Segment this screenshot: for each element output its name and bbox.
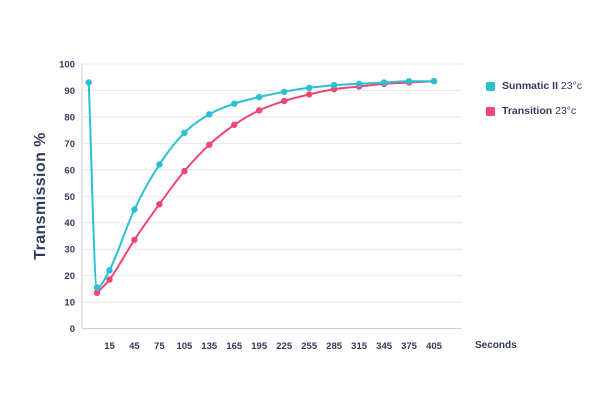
legend-swatch-sunmatic-ii <box>486 81 495 91</box>
x-tick-label: 225 <box>276 341 293 352</box>
y-tick-label: 50 <box>64 192 75 203</box>
legend-swatch-transition <box>486 106 495 116</box>
data-point-sunmatic-ii <box>355 80 363 88</box>
data-point-sunmatic-ii <box>306 84 313 92</box>
series-line-transition <box>96 80 435 294</box>
data-point-sunmatic-ii <box>430 78 438 85</box>
y-tick-label: 40 <box>64 218 75 229</box>
data-point-sunmatic-ii <box>131 206 138 213</box>
y-tick-label: 20 <box>64 271 75 282</box>
data-point-transition <box>181 167 188 175</box>
x-tick-label: 135 <box>201 341 218 352</box>
legend: Sunmatic II 23°c Transition 23°c <box>486 80 582 117</box>
x-tick-label: 195 <box>251 341 268 352</box>
legend-label-sunmatic-ii: Sunmatic II 23°c <box>502 80 583 92</box>
data-point-transition <box>206 141 213 148</box>
x-tick-label: 105 <box>176 341 193 352</box>
x-tick-label: 255 <box>301 341 318 352</box>
y-tick-label: 30 <box>64 245 75 256</box>
y-axis-label: Transmission % <box>32 132 49 260</box>
data-point-sunmatic-ii <box>206 111 213 118</box>
y-tick-label: 80 <box>64 112 75 123</box>
y-tick-label: 10 <box>64 298 75 309</box>
data-point-sunmatic-ii <box>231 100 238 107</box>
x-tick-label: 45 <box>129 341 140 352</box>
legend-label-transition: Transition 23°c <box>502 105 577 117</box>
data-point-transition <box>231 121 238 128</box>
data-point-sunmatic-ii <box>281 88 288 96</box>
y-tick-label: 70 <box>64 139 75 150</box>
data-point-sunmatic-ii <box>330 82 338 89</box>
data-point-sunmatic-ii <box>181 129 188 136</box>
legend-item-transition: Transition 23°c <box>486 105 582 117</box>
y-tick-label: 60 <box>64 165 75 176</box>
data-point-sunmatic-ii <box>405 78 413 85</box>
x-tick-label: 345 <box>376 341 393 352</box>
data-point-transition <box>93 289 101 296</box>
data-point-transition <box>106 276 113 283</box>
legend-item-sunmatic-ii: Sunmatic II 23°c <box>486 80 582 92</box>
data-point-sunmatic-ii <box>380 79 388 86</box>
y-tick-label: 100 <box>59 60 75 71</box>
y-tick-label: 0 <box>70 324 75 335</box>
data-point-transition <box>156 201 163 208</box>
x-tick-label: 315 <box>351 341 368 352</box>
x-tick-label: 405 <box>426 341 443 352</box>
y-tick-label: 90 <box>64 86 75 97</box>
x-axis-label: Seconds <box>475 340 517 351</box>
x-tick-label: 165 <box>226 341 243 352</box>
data-point-sunmatic-ii <box>256 93 263 101</box>
x-tick-label: 375 <box>401 341 418 352</box>
data-point-sunmatic-ii <box>93 284 101 291</box>
data-point-transition <box>306 91 313 98</box>
x-tick-label: 15 <box>104 341 115 352</box>
data-point-transition <box>281 97 288 105</box>
data-point-transition <box>256 107 263 114</box>
x-tick-label: 285 <box>326 341 343 352</box>
x-tick-label: 75 <box>154 341 165 352</box>
data-point-sunmatic-ii <box>156 161 163 168</box>
data-point-sunmatic-ii <box>106 267 113 274</box>
data-point-sunmatic-ii <box>85 79 92 86</box>
data-point-transition <box>131 236 138 244</box>
